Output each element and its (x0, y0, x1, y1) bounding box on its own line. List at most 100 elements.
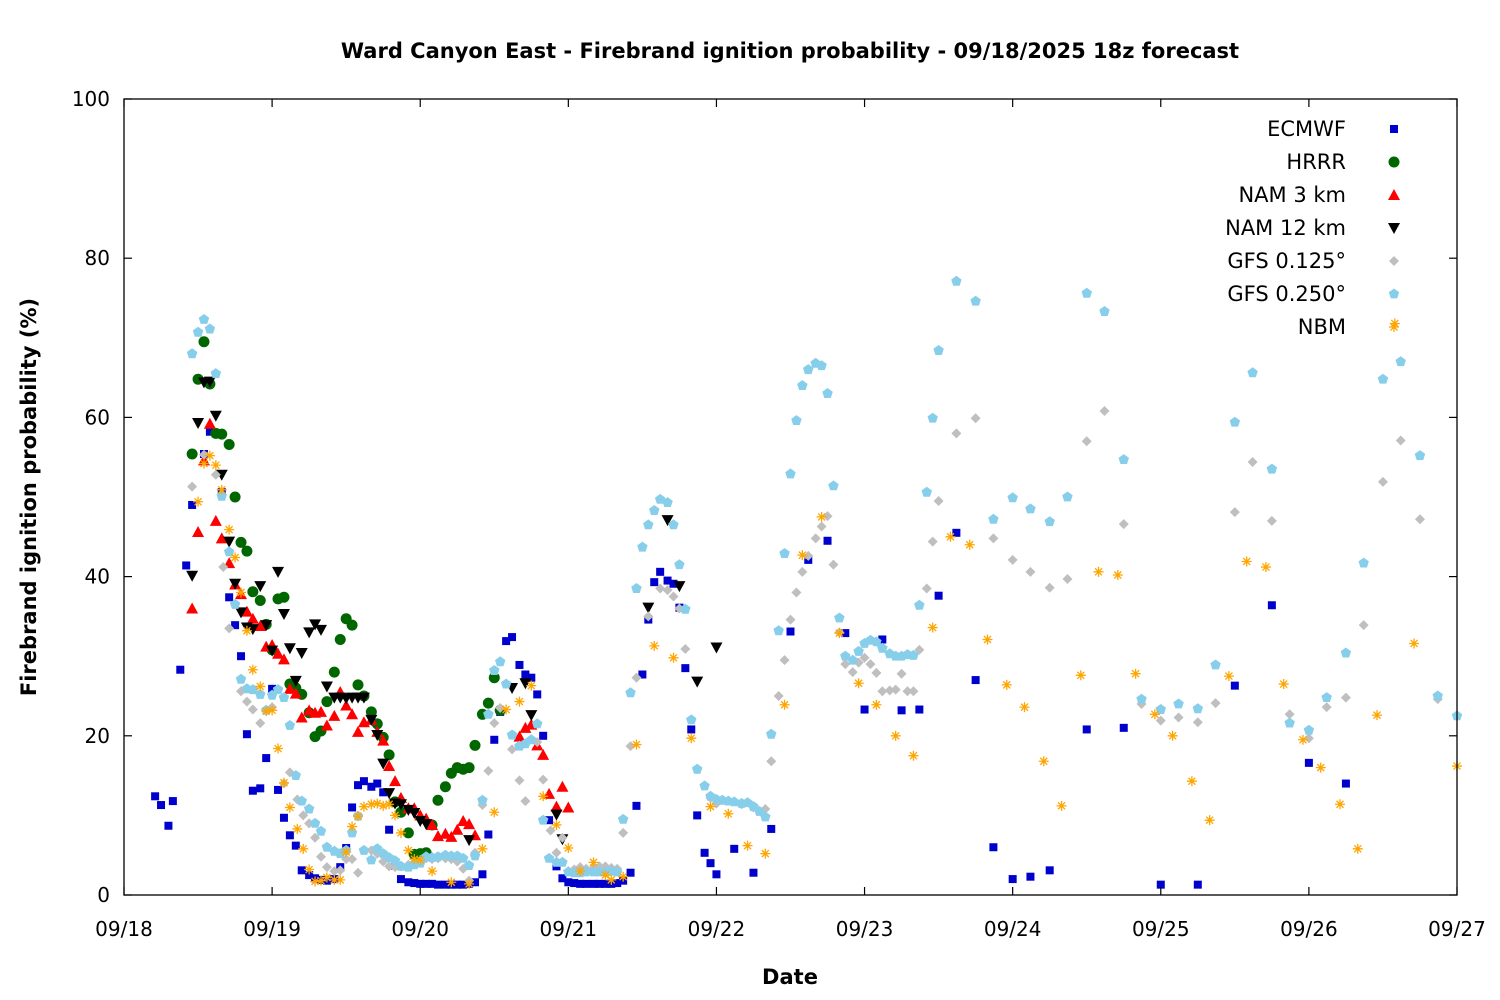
data-point (453, 880, 462, 889)
data-point (209, 410, 222, 422)
data-point (723, 808, 734, 819)
data-point (933, 495, 944, 506)
data-point (223, 536, 236, 548)
data-point (1241, 556, 1252, 567)
data-point (860, 705, 869, 714)
data-point (403, 845, 414, 856)
data-point (255, 688, 266, 699)
legend-marker (1390, 125, 1398, 133)
data-point (506, 729, 518, 740)
data-point (446, 877, 457, 888)
data-point (1118, 454, 1129, 464)
data-point (315, 875, 326, 886)
y-tick-label: 60 (85, 405, 110, 429)
data-point (235, 536, 247, 548)
data-point (988, 533, 999, 544)
series-3 (186, 376, 723, 847)
data-point (600, 870, 611, 881)
data-point (1352, 843, 1363, 854)
data-point (309, 817, 321, 828)
data-point (394, 799, 407, 811)
data-point (617, 813, 629, 824)
data-point (767, 824, 776, 833)
data-point (706, 859, 715, 868)
data-point (225, 593, 234, 602)
data-point (1081, 436, 1092, 447)
data-point (262, 754, 271, 763)
data-point (840, 659, 851, 670)
data-point (779, 699, 790, 710)
data-point (663, 576, 672, 585)
data-point (921, 486, 932, 497)
data-point (526, 734, 537, 745)
data-point (558, 874, 567, 883)
series-0 (151, 427, 1350, 889)
data-point (964, 539, 975, 550)
x-tick-label: 09/19 (243, 917, 301, 941)
data-point (224, 524, 235, 535)
x-tick-label: 09/18 (95, 917, 153, 941)
x-tick-label: 09/20 (391, 917, 449, 941)
x-tick-label: 09/27 (1428, 917, 1486, 941)
data-point (296, 795, 307, 806)
data-point (1008, 875, 1017, 884)
data-point (1119, 723, 1128, 732)
data-point (284, 720, 296, 730)
data-point (779, 548, 790, 558)
data-point (347, 821, 358, 832)
data-point (699, 780, 710, 791)
data-point (246, 612, 259, 624)
data-point (515, 660, 524, 669)
data-point (841, 629, 850, 638)
data-point (526, 680, 537, 691)
data-point (514, 696, 525, 707)
y-tick-label: 80 (85, 246, 110, 270)
data-point (157, 801, 166, 810)
series-6 (193, 318, 1462, 889)
data-point (834, 612, 845, 623)
data-point (853, 645, 864, 656)
y-tick-label: 40 (85, 565, 110, 589)
data-point (687, 725, 696, 734)
data-point (352, 725, 365, 737)
data-point (1230, 681, 1239, 690)
data-point (383, 788, 396, 800)
data-point (791, 415, 802, 425)
data-point (871, 636, 882, 647)
data-point (1007, 554, 1018, 565)
data-point (383, 760, 396, 772)
data-point (557, 856, 568, 867)
data-point (209, 514, 222, 526)
data-point (186, 448, 198, 460)
data-point (1007, 492, 1018, 503)
data-point (247, 704, 258, 715)
data-point (797, 380, 808, 390)
data-point (625, 741, 636, 752)
data-point (933, 345, 944, 355)
data-point (433, 880, 442, 889)
data-point (655, 583, 666, 594)
data-point (537, 814, 549, 825)
data-point (1358, 557, 1369, 568)
data-point (847, 667, 858, 678)
data-point (414, 815, 427, 827)
data-point (914, 644, 925, 655)
data-point (989, 843, 998, 852)
data-point (303, 803, 315, 814)
data-point (198, 458, 209, 469)
data-point (601, 879, 610, 888)
data-point (570, 879, 579, 888)
data-point (822, 388, 833, 398)
data-point (335, 874, 346, 885)
data-point (432, 794, 444, 806)
y-tick-label: 0 (97, 883, 110, 907)
data-point (1377, 373, 1389, 384)
data-point (1389, 318, 1400, 329)
data-point (823, 536, 832, 545)
data-point (674, 559, 685, 570)
data-point (538, 774, 549, 785)
data-point (229, 599, 241, 609)
legend-marker (1388, 288, 1400, 299)
data-point (379, 788, 388, 797)
data-point (1026, 872, 1035, 881)
